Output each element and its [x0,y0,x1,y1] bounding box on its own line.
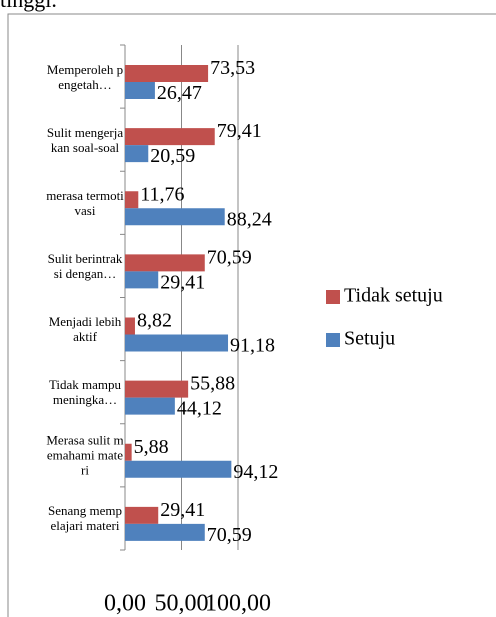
bar [125,317,135,335]
data-label: 55,88 [190,373,235,395]
y-tick-label: Senang mempelajari materi [47,503,122,534]
chart-border [7,13,496,617]
data-label: 94,12 [233,461,278,483]
bar [125,254,205,272]
x-tick-label: 0,00 [104,591,146,617]
y-tick-label: Sulit berintraksi dengan… [47,250,123,281]
data-label: 70,59 [207,246,252,268]
data-label: 44,12 [177,398,222,420]
data-label: 73,53 [210,57,255,79]
data-label: 8,82 [137,310,172,332]
x-tick-label: 100,00 [205,591,271,617]
bar [125,443,132,461]
y-tick-label: Sulit mengerjakan soal-soal [46,124,124,155]
caption: tinggi. [0,0,57,12]
legend-swatch [326,333,340,347]
y-tick-label: Menjadi lebih aktif [48,314,122,345]
legend-label: Setuju [344,328,395,350]
y-tick-label: Tidak mampu meningka… [48,377,122,408]
bar [125,380,189,398]
data-label: 20,59 [150,145,195,167]
data-label: 26,47 [157,82,202,104]
bar [125,523,205,541]
data-label: 29,41 [160,499,205,521]
bar [125,208,225,226]
bar [125,145,149,163]
y-tick-label: merasa termotivasi [46,187,124,218]
data-label: 79,41 [217,120,262,142]
x-tick-label: 50,00 [155,591,209,617]
data-label: 70,59 [207,524,252,546]
bar [125,191,139,209]
data-label: 88,24 [227,208,272,230]
bar [125,460,232,478]
data-label: 5,88 [134,436,169,458]
bar [125,506,159,524]
y-tick-label: Merasa sulit memahami materi [46,432,124,478]
bar [125,271,159,289]
data-label: 91,18 [230,335,275,357]
bar [125,334,229,352]
bar [125,397,175,415]
legend-swatch [326,290,340,304]
bar [125,82,155,99]
bar [125,65,209,82]
y-tick-label: Memperoleh pengetah… [46,61,124,92]
bar [125,128,215,146]
data-label: 11,76 [140,183,184,205]
legend-label: Tidak setuju [344,285,443,307]
data-label: 29,41 [160,271,205,293]
